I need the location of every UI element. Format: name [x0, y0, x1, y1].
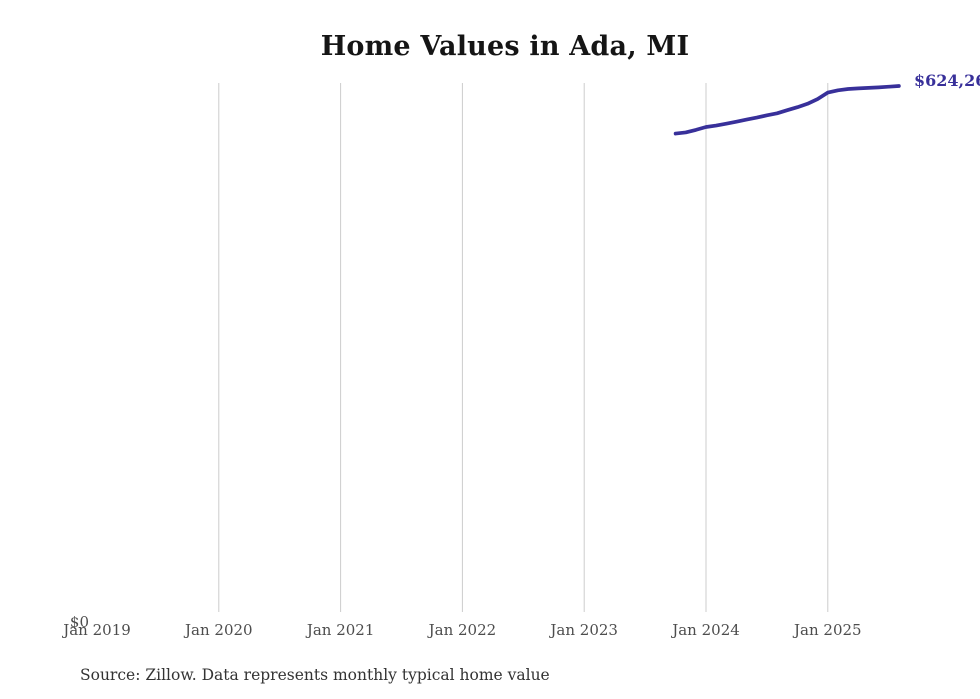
home-value-line	[673, 84, 901, 136]
y-axis-zero-label: $0	[69, 613, 89, 631]
x-axis-tick-label: Jan 2023	[550, 621, 618, 639]
x-axis-tick-label: Jan 2020	[185, 621, 253, 639]
chart-title: Home Values in Ada, MI	[320, 31, 690, 62]
source-note: Source: Zillow. Data represents monthly …	[80, 666, 550, 684]
x-axis-tick-label: Jan 2025	[794, 621, 862, 639]
x-axis-tick-label: Jan 2019	[63, 621, 131, 639]
x-axis-tick-label: Jan 2022	[428, 621, 497, 639]
latest-value-label: $624,260	[914, 71, 980, 90]
x-axis-tick-label: Jan 2024	[672, 621, 740, 639]
x-axis-tick-label: Jan 2021	[306, 621, 375, 639]
